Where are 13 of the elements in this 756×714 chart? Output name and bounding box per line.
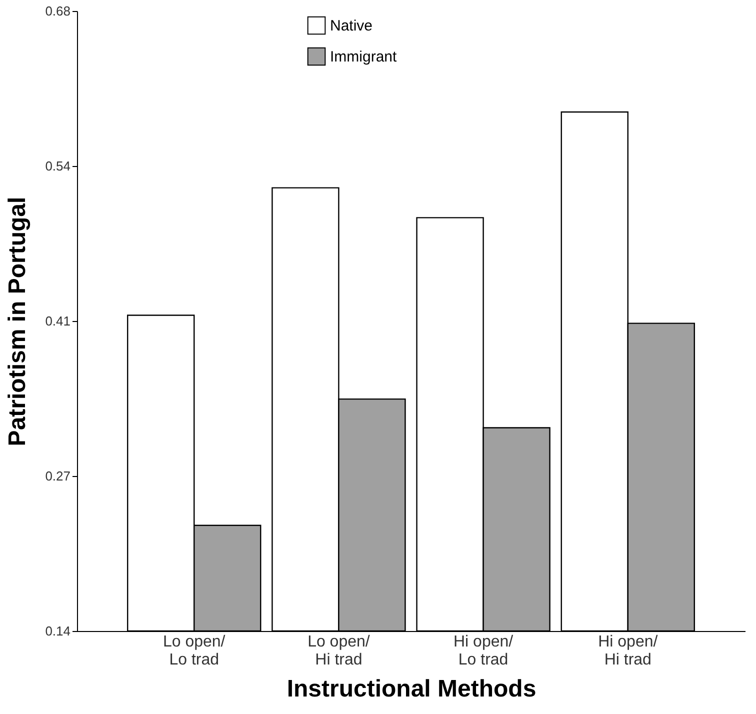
y-tick-label: 0.14 [45,624,70,638]
x-tick-label: Hi open/ Lo trad [453,634,514,668]
y-tick-label: 0.27 [45,468,70,484]
y-tick-label: 0.41 [45,314,70,328]
x-axis-title: Instructional Methods [286,676,536,702]
y-tick-label: 0.54 [45,158,70,174]
y-tick-label: 0.68 [45,4,70,18]
y-axis-title: Patriotism in Portugal [4,196,32,446]
legend-label: Native [330,18,373,34]
x-tick-label: Hi open/ Hi trad [598,634,658,668]
x-tick-label: Lo open/ Hi trad [308,634,370,668]
legend-label: Immigrant [330,48,398,66]
x-tick-label: Lo open/ Lo trad [162,634,226,668]
